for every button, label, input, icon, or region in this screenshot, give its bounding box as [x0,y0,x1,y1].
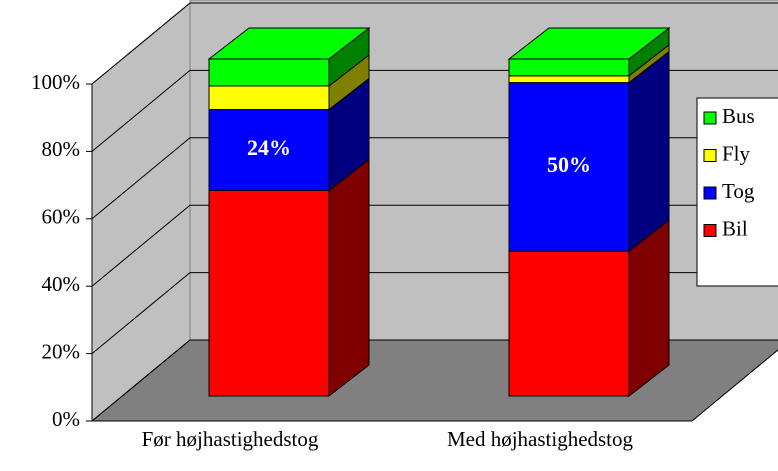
bar-front [508,58,630,77]
legend-label: Bus [722,104,755,128]
bar-side [328,158,370,398]
legend-swatch [703,224,717,237]
floor [90,339,778,422]
x-tick-label: Med højhastighedstog [447,427,634,451]
bar-front [208,109,330,191]
legend-label: Fly [722,141,751,165]
bar-front [208,189,330,397]
bar-top [507,27,671,60]
bar-front [208,58,330,87]
legend-label: Bil [722,216,748,240]
bar-top [207,27,371,60]
legend-swatch [703,186,717,200]
x-tick-label: Før højhastighedstog [142,427,319,451]
legend-swatch [703,111,717,125]
y-tick-label: 80% [42,137,81,161]
y-tick-label: 100% [31,70,80,94]
bar [208,158,370,398]
data-label: 24% [247,135,291,160]
bar-front [508,75,630,84]
bar [507,26,671,77]
bar-front [508,82,630,252]
bar [508,219,670,398]
bar [208,77,370,192]
bar-front [208,85,330,111]
bar-front [508,250,630,397]
bar-side [628,50,670,253]
y-tick-label: 60% [42,205,81,229]
legend-label: Tog [722,179,755,203]
y-tick-label: 20% [42,339,81,363]
legend-swatch [703,149,717,162]
grid-line [91,2,778,85]
y-tick-label: 40% [42,272,81,296]
y-tick-label: 0% [52,407,80,431]
data-label: 50% [547,152,591,177]
bar [508,50,670,253]
bar [207,26,371,87]
